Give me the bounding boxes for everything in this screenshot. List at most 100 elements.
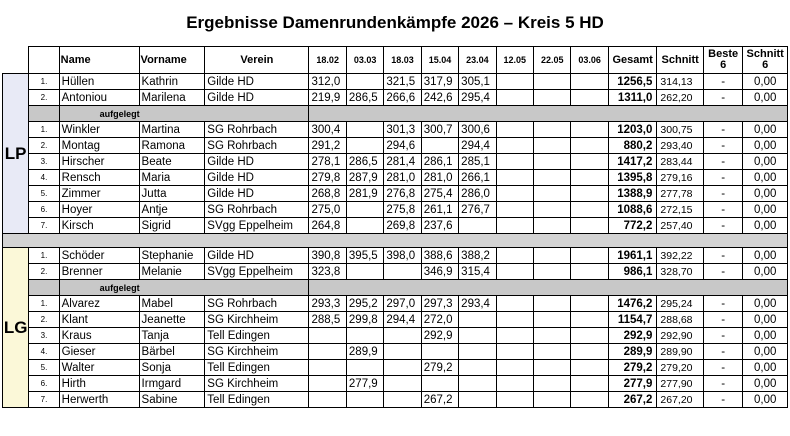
table-header-row: Name Vorname Verein 18.02 03.03 18.03 15… (2, 46, 788, 74)
rank-cell: 3. (28, 327, 60, 344)
verein-cell: Gilde HD (204, 73, 310, 90)
score-cell (495, 295, 535, 312)
name-cell: Winkler (58, 121, 140, 138)
schnitt-cell: 328,70 (656, 263, 704, 280)
table-row: 7. Herwerth Sabine Tell Edingen 267,2 267,2 26… (3, 391, 788, 408)
table-row: 5. Walter Sonja Tell Edingen 279,2 279,2 279,2… (3, 359, 788, 376)
table-row: 2. Antoniou Marilena Gilde HD 219,9 286,5 266,… (3, 89, 788, 106)
score-cell: 294,4 (383, 311, 422, 328)
name-cell: Kirsch (58, 217, 140, 234)
score-cell (570, 137, 609, 154)
beste-cell: - (702, 73, 744, 90)
score-cell (570, 169, 609, 186)
score-cell (345, 201, 385, 218)
score-cell (533, 137, 572, 154)
header-schnitt: Schnitt (656, 46, 704, 74)
score-cell (570, 375, 609, 392)
score-cell (533, 73, 572, 90)
score-cell: 294,4 (458, 137, 497, 154)
beste-cell: - (702, 185, 744, 202)
score-cell (495, 375, 535, 392)
score-cell (570, 359, 609, 376)
header-date: 03.06 (570, 46, 609, 74)
score-cell (495, 121, 535, 138)
score-cell (570, 263, 609, 280)
rank-cell: 6. (28, 375, 60, 392)
schnitt-cell: 288,68 (656, 311, 704, 328)
score-cell (533, 311, 572, 328)
score-cell (570, 343, 609, 360)
score-cell (533, 153, 572, 170)
schnitt-cell: 262,20 (656, 89, 704, 106)
name-cell: Antoniou (58, 89, 140, 106)
schnitt-cell: 279,16 (656, 169, 704, 186)
gesamt-cell: 1311,0 (607, 89, 658, 106)
table-row: 3. Kraus Tanja Tell Edingen 292,9 292,9 292,90… (3, 327, 788, 344)
verein-cell: Gilde HD (204, 247, 310, 264)
score-cell: 299,8 (345, 311, 385, 328)
vorname-cell: Ramona (138, 137, 206, 154)
score-cell: 275,4 (420, 185, 460, 202)
header-schnitt6: Schnitt 6 (742, 46, 788, 74)
separator-fill (2, 233, 788, 248)
vorname-cell: Irmgard (138, 375, 206, 392)
score-cell: 285,1 (458, 153, 497, 170)
rank-cell: 4. (28, 169, 60, 186)
rank-cell: 7. (28, 217, 60, 234)
header-vorname: Vorname (138, 46, 206, 74)
schnitt6-cell: 0,00 (742, 359, 788, 376)
schnitt6-cell: 0,00 (742, 263, 788, 280)
score-cell (345, 137, 385, 154)
score-cell: 264,8 (308, 217, 347, 234)
gesamt-cell: 1088,6 (607, 201, 658, 218)
score-cell (383, 263, 422, 280)
name-cell: Gieser (58, 343, 140, 360)
score-cell: 279,8 (308, 169, 347, 186)
schnitt6-cell: 0,00 (742, 343, 788, 360)
score-cell (383, 343, 422, 360)
score-cell (495, 217, 535, 234)
beste-cell: - (702, 295, 744, 312)
beste-cell: - (702, 137, 744, 154)
verein-cell: Gilde HD (204, 169, 310, 186)
schnitt-cell: 277,90 (656, 375, 704, 392)
table-row: 5. Zimmer Jutta Gilde HD 268,8 281,9 276,8 275,… (3, 185, 788, 202)
vorname-cell: Sabine (138, 391, 206, 408)
header-date: 15.04 (420, 46, 460, 74)
verein-cell: SG Rohrbach (204, 137, 310, 154)
divider-blank (28, 105, 60, 122)
score-cell: 301,3 (383, 121, 422, 138)
rank-cell: 4. (28, 343, 60, 360)
score-cell (533, 327, 572, 344)
score-cell (308, 327, 347, 344)
score-cell (345, 217, 385, 234)
header-date: 23.04 (458, 46, 497, 74)
score-cell (458, 311, 497, 328)
beste-cell: - (702, 169, 744, 186)
score-cell (383, 327, 422, 344)
gesamt-cell: 1961,1 (607, 247, 658, 264)
name-cell: Herwerth (58, 391, 140, 408)
results-body: LP 1. Hüllen Kathrin Gilde HD 312,0 321,5 317,9… (1, 73, 788, 408)
gesamt-cell: 292,9 (607, 327, 658, 344)
score-cell: 281,0 (420, 169, 460, 186)
score-cell (533, 201, 572, 218)
score-cell (308, 375, 347, 392)
rank-cell: 7. (28, 391, 60, 408)
score-cell (383, 375, 422, 392)
score-cell (533, 343, 572, 360)
score-cell: 278,1 (308, 153, 347, 170)
verein-cell: SG Rohrbach (204, 121, 310, 138)
schnitt6-cell: 0,00 (742, 185, 788, 202)
schnitt-cell: 272,15 (656, 201, 704, 218)
gesamt-cell: 277,9 (607, 375, 658, 392)
score-cell: 276,8 (383, 185, 422, 202)
vorname-cell: Kathrin (138, 73, 206, 90)
table-row: 6. Hoyer Antje SG Rohrbach 275,0 275,8 261,1 27… (3, 201, 788, 218)
name-cell: Hüllen (58, 73, 140, 90)
name-cell: Hirscher (58, 153, 140, 170)
schnitt-cell: 292,90 (656, 327, 704, 344)
score-cell (495, 137, 535, 154)
score-cell: 291,2 (308, 137, 347, 154)
beste-cell: - (702, 89, 744, 106)
